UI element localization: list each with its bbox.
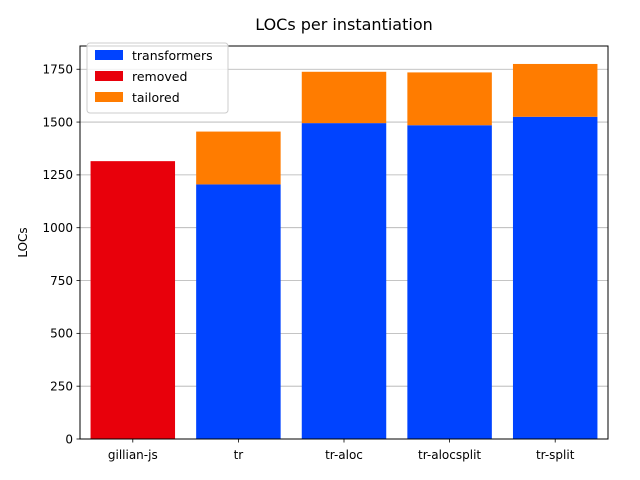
y-tick-label: 1750 [42, 63, 73, 77]
x-axis-ticks: gillian-js tr tr-aloc tr-alocsplit tr-split [108, 439, 575, 462]
y-tick-label: 500 [50, 327, 73, 341]
y-axis-label: LOCs [16, 227, 30, 257]
x-tick-label-tr-aloc: tr-aloc [325, 448, 363, 462]
y-tick-label: 1250 [42, 168, 73, 182]
y-tick-label: 750 [50, 274, 73, 288]
y-tick-label: 1500 [42, 115, 73, 129]
bar-transformers-tr-aloc [301, 123, 387, 439]
y-tick-label: 250 [50, 379, 73, 393]
bar-tailored-tr-aloc [301, 71, 387, 124]
y-tick-label: 0 [65, 432, 73, 446]
legend-swatch-tailored [95, 92, 123, 102]
legend-swatch-transformers [95, 50, 123, 60]
bar-tailored-tr-alocsplit [407, 72, 492, 126]
bar-transformers-tr-alocsplit [407, 125, 492, 439]
legend: transformers removed tailored [86, 42, 229, 114]
bar-transformers-tr-split [512, 116, 598, 439]
bar-removed-gillian-js [90, 161, 176, 439]
x-tick-label-tr-alocsplit: tr-alocsplit [418, 448, 481, 462]
y-tick-label: 1000 [42, 221, 73, 235]
chart-title: LOCs per instantiation [255, 15, 433, 34]
bar-tailored-tr-split [512, 63, 598, 117]
x-tick-label-tr-split: tr-split [536, 448, 575, 462]
bars [90, 63, 598, 439]
x-tick-label-gillian-js: gillian-js [108, 448, 158, 462]
x-tick-label-tr: tr [234, 448, 244, 462]
legend-label-transformers: transformers [132, 48, 213, 63]
bar-transformers-tr [196, 184, 281, 439]
y-axis-ticks: 0 250 500 750 1000 1250 1500 1750 [42, 63, 80, 446]
bar-tailored-tr [196, 131, 281, 185]
legend-label-removed: removed [132, 69, 187, 84]
legend-label-tailored: tailored [132, 90, 180, 105]
legend-swatch-removed [95, 71, 123, 81]
